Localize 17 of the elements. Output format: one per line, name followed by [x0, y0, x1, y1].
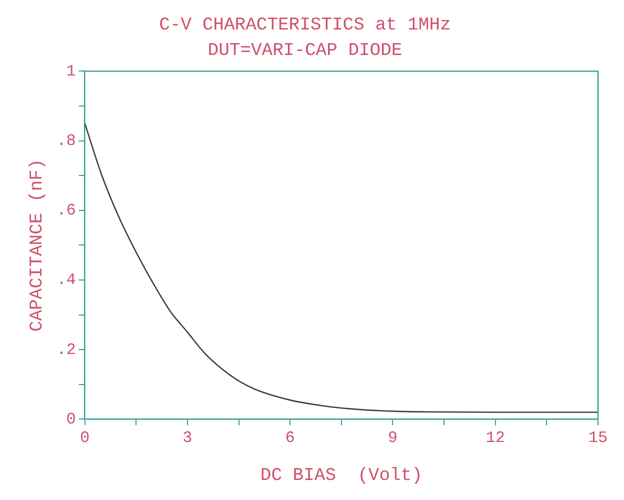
x-tick-label: 9 — [388, 429, 398, 448]
y-tick-label: 1 — [66, 62, 76, 80]
x-tick-label: 15 — [588, 429, 608, 448]
x-axis-title: DC BIAS (Volt) — [260, 466, 422, 486]
y-tick-label: .6 — [56, 202, 76, 220]
y-tick-label: .8 — [56, 132, 76, 150]
x-tick-label: 6 — [285, 429, 295, 448]
chart-title: C-V CHARACTERISTICS at 1MHz — [159, 16, 451, 36]
x-tick-label: 12 — [486, 429, 505, 448]
y-axis-title: CAPACITANCE (nF) — [28, 158, 48, 332]
chart-subtitle: DUT=VARI-CAP DIODE — [208, 41, 402, 62]
y-tick-label: 0 — [66, 410, 76, 428]
y-tick-label: .4 — [56, 271, 76, 290]
x-tick-label: 0 — [80, 429, 90, 448]
line-series — [84, 122, 598, 413]
x-tick-label: 3 — [182, 429, 192, 448]
y-tick-label: .2 — [56, 340, 76, 359]
